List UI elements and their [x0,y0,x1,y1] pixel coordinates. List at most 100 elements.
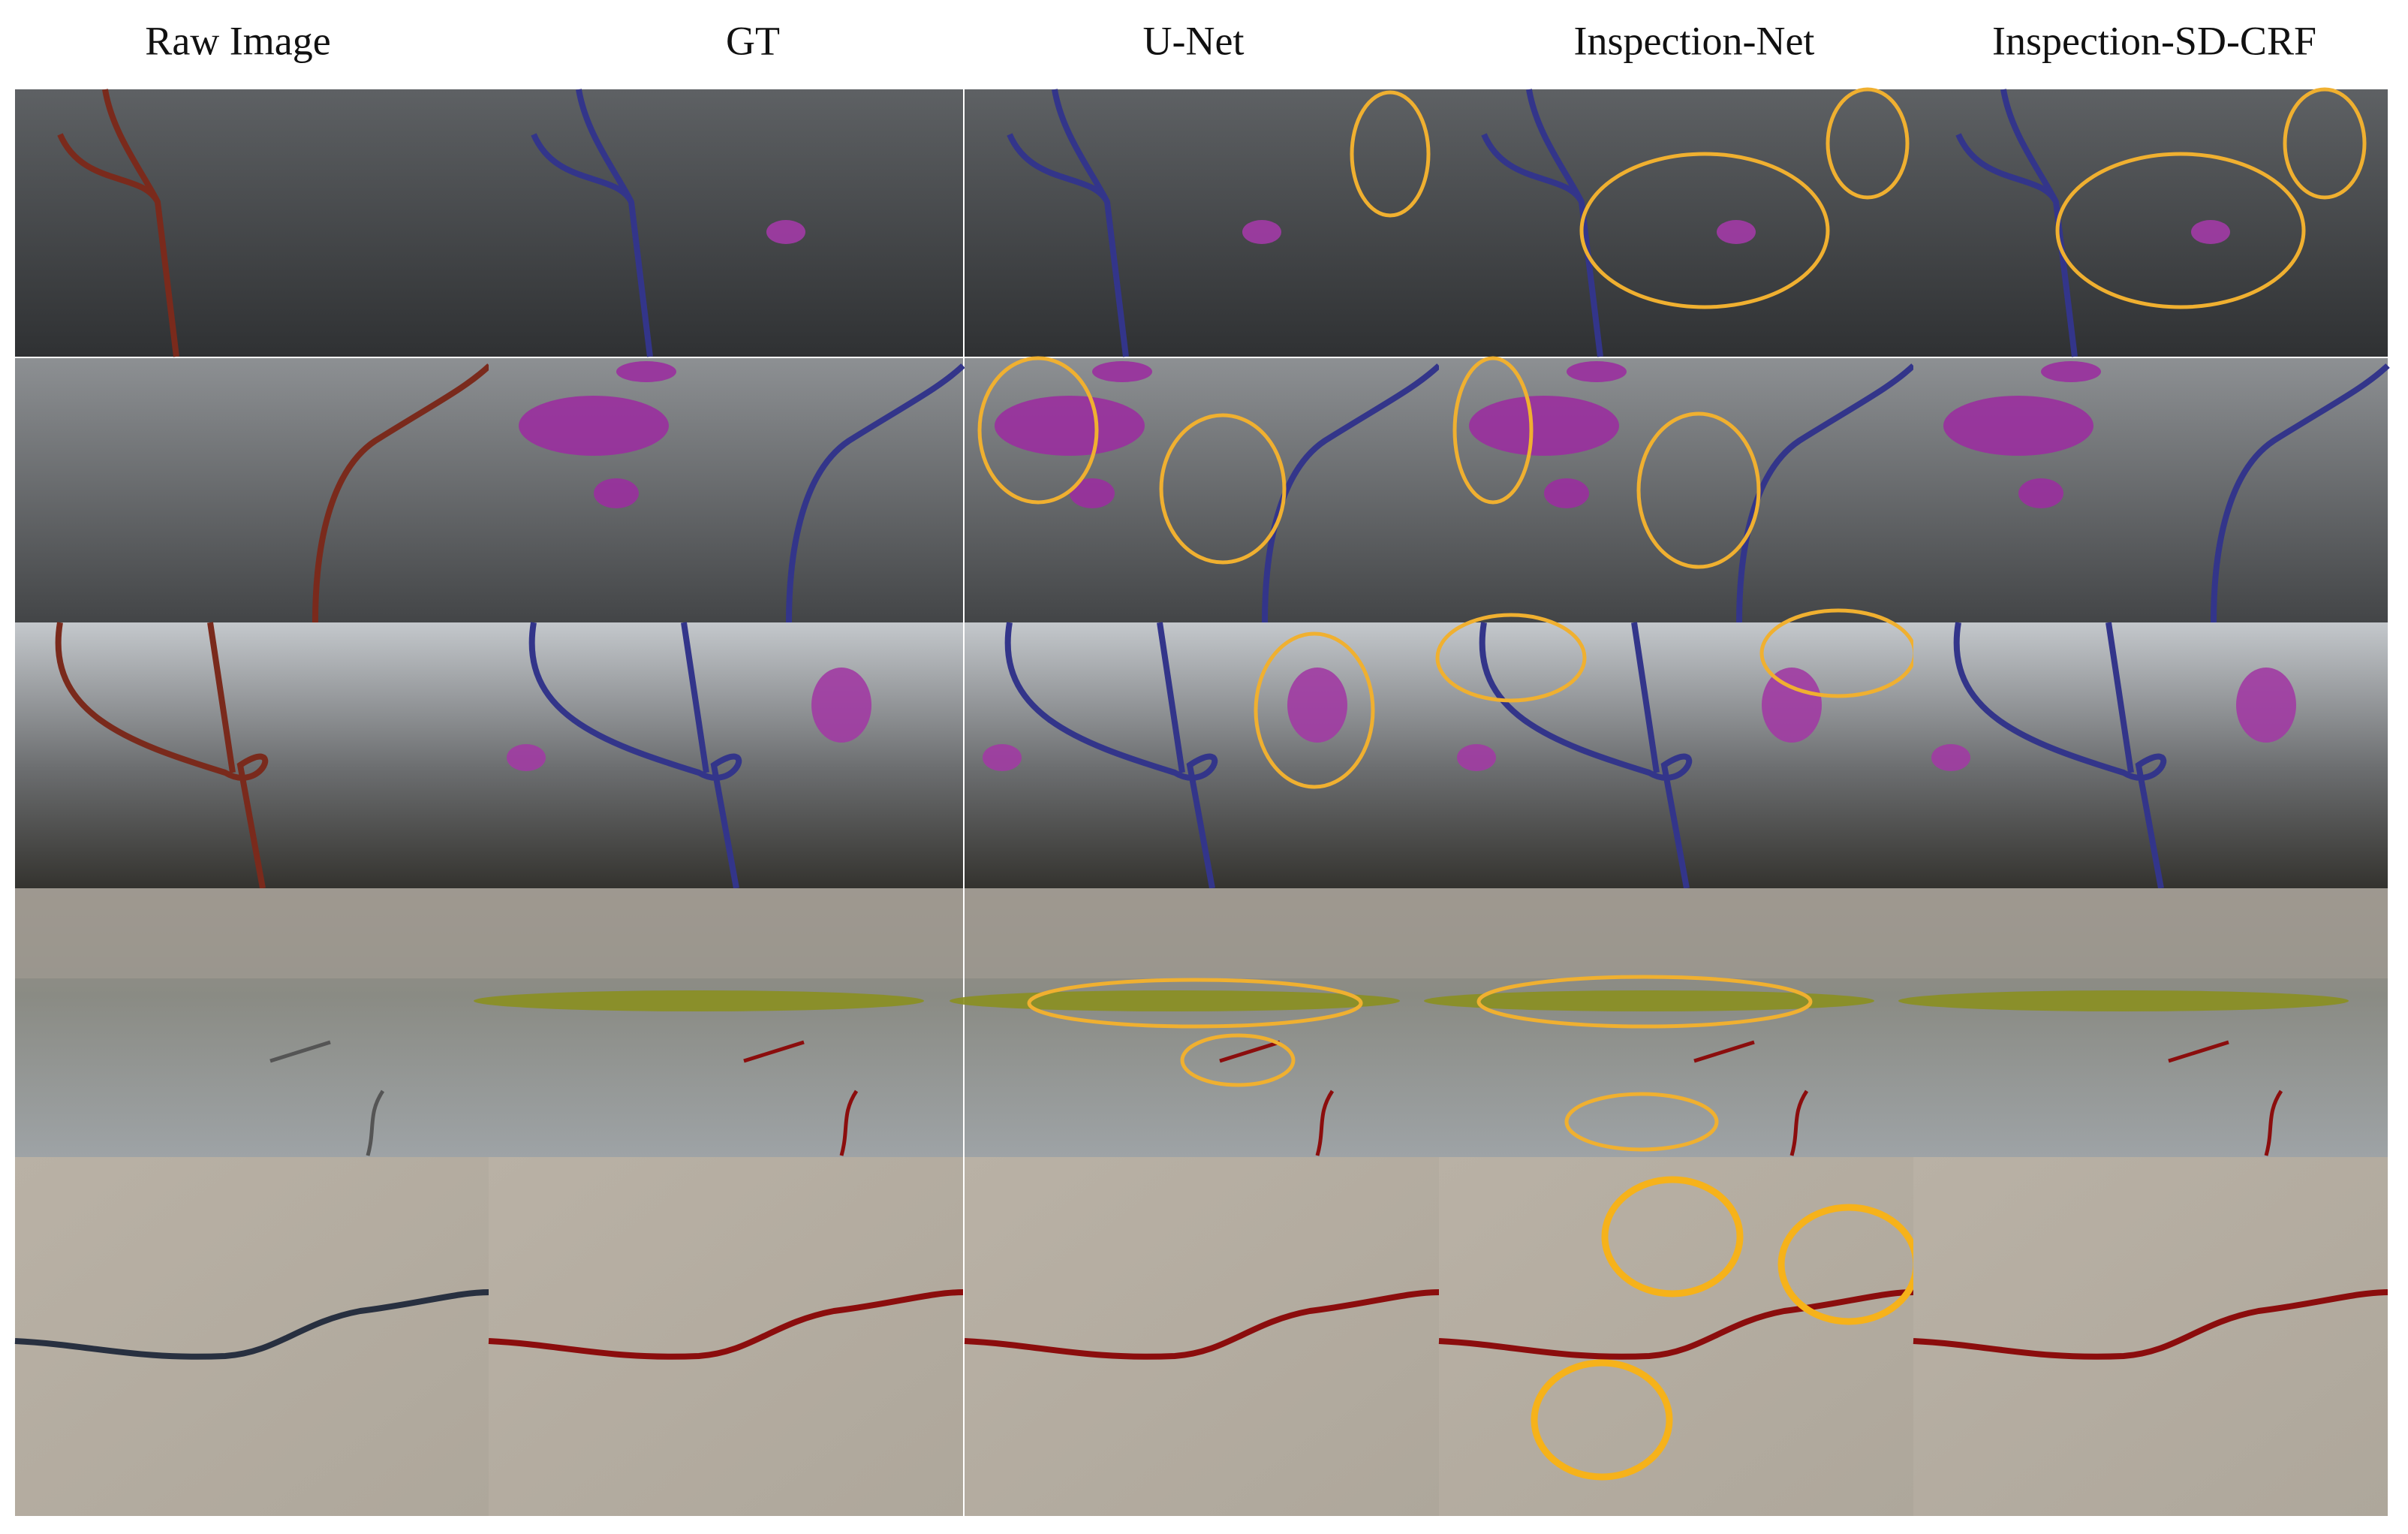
defect-mask [1242,220,1281,244]
result-image [14,1157,490,1516]
result-image [965,89,1439,357]
highlight-ellipse [1564,1092,1719,1152]
defect-mask [616,361,676,382]
image-background [15,1157,489,1516]
result-image [1913,1157,2388,1516]
highlight-ellipse [1476,975,1813,1029]
highlight-ellipse [2283,87,2367,200]
defect-mask [1717,220,1756,244]
defect-mask [983,744,1022,771]
cable [531,89,653,357]
defect-mask [811,668,871,743]
result-image [1435,608,1917,889]
defect-mask [1457,744,1496,771]
column-header: Inspection-SD-CRF [1992,18,2316,63]
image-background [1913,1157,2388,1516]
highlight-ellipse [977,356,1099,505]
result-image [1439,356,1916,623]
defect-mask [1898,990,2349,1011]
wall [489,888,963,978]
defect-mask [950,990,1400,1011]
cable [1955,89,2078,357]
cable [786,363,965,623]
defect-mask [1070,478,1115,508]
cable [1736,363,1916,623]
defect-mask [995,396,1145,456]
result-image [489,89,963,357]
crack [1219,1040,1335,1156]
result-image [488,1157,964,1516]
column-header: GT [726,18,780,63]
cable [1479,622,1693,889]
wall [1913,888,2388,978]
defect-mask [1567,361,1627,382]
image-background [489,1157,963,1516]
image-background [1913,89,2388,357]
defect-mask [766,220,805,244]
crack [269,1040,385,1156]
highlight-ellipse [1350,90,1431,218]
column-header: U-Net [1143,18,1245,63]
cable [1262,363,1441,623]
wall [965,888,1439,978]
result-image [1913,622,2388,889]
result-image [15,89,489,357]
defect-mask [2191,220,2230,244]
highlight-ellipse [1826,87,1910,200]
image-background [15,358,489,622]
wall [15,888,489,978]
crack [488,1289,964,1360]
result-image [1424,888,1913,1157]
image-background [489,89,963,357]
crack [1693,1040,1809,1156]
defect-mask [1469,396,1619,456]
defect-mask [1424,990,1874,1011]
result-image [474,888,963,1157]
defect-mask [519,396,669,456]
defect-mask [594,478,639,508]
result-image [964,1157,1440,1516]
crack [14,1289,490,1360]
defect-mask [2236,668,2296,743]
cable [1481,89,1603,357]
highlight-ellipse [1254,631,1375,789]
crack [743,1040,859,1156]
image-background [489,358,963,622]
result-image [965,356,1441,623]
result-image [489,358,965,623]
defect-mask [1931,744,1970,771]
defect-mask [1092,361,1152,382]
highlight-ellipse [1159,413,1287,565]
cable [1953,622,2167,889]
highlight-ellipse [1027,978,1363,1029]
defect-mask [474,990,924,1011]
column-header: Inspection-Net [1574,18,1815,63]
result-image [1439,87,1913,357]
image-background [965,89,1439,357]
image-background [15,89,489,357]
defect-mask [1544,478,1589,508]
defect-mask [1943,396,2093,456]
crack [1438,1289,1914,1360]
defect-mask [2041,361,2101,382]
highlight-ellipse [1435,613,1587,703]
cable [2211,363,2390,623]
column-header: Raw Image [145,18,330,63]
highlight-ellipse [1531,1359,1673,1481]
image-background [1439,89,1913,357]
result-image [15,622,489,889]
result-image [1913,358,2390,623]
highlight-ellipse [1452,356,1534,505]
crack [2168,1040,2283,1156]
image-background [1439,358,1913,622]
highlight-ellipse [1579,152,1830,309]
result-image [1898,888,2388,1157]
crack [1913,1289,2388,1360]
result-image [1438,1157,1920,1516]
result-image [15,358,492,623]
result-image [950,888,1439,1157]
image-background [1913,358,2388,622]
highlight-ellipse [1180,1033,1296,1087]
